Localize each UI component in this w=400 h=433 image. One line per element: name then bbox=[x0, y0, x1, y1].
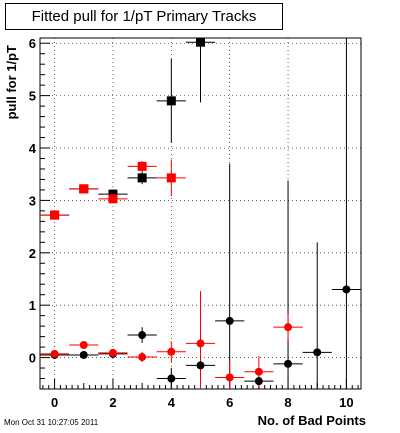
y-tick-label: 4 bbox=[29, 141, 37, 156]
y-tick-label: 6 bbox=[29, 36, 36, 51]
y-axis-label: pull for 1/pT bbox=[4, 45, 19, 119]
x-tick-label: 0 bbox=[51, 395, 58, 410]
data-point-square bbox=[108, 189, 118, 199]
data-point-circle bbox=[196, 361, 205, 370]
x-tick-label: 8 bbox=[284, 395, 291, 410]
data-point-circle bbox=[284, 359, 293, 368]
data-point-square bbox=[79, 184, 89, 194]
data-point-square bbox=[108, 194, 118, 204]
data-point-square bbox=[196, 37, 205, 47]
data-point-circle bbox=[138, 353, 147, 362]
data-point-circle bbox=[284, 323, 293, 332]
data-point-square bbox=[166, 173, 176, 183]
data-point-circle bbox=[79, 340, 88, 349]
x-tick-label: 2 bbox=[109, 395, 116, 410]
data-point-square bbox=[137, 173, 147, 183]
data-point-circle bbox=[225, 373, 234, 382]
data-point-circle bbox=[225, 316, 234, 325]
data-point-circle bbox=[108, 348, 117, 357]
chart-title: Fitted pull for 1/pT Primary Tracks bbox=[31, 8, 257, 25]
data-point-circle bbox=[254, 367, 263, 376]
data-point-circle bbox=[79, 350, 88, 359]
y-tick-label: 1 bbox=[29, 298, 36, 313]
x-tick-label: 10 bbox=[339, 395, 353, 410]
chart-title-box: Fitted pull for 1/pT Primary Tracks bbox=[5, 3, 283, 30]
data-point-square bbox=[137, 161, 147, 171]
data-markers bbox=[50, 37, 351, 386]
y-tick-label: 0 bbox=[29, 351, 36, 366]
error-bars bbox=[40, 38, 361, 389]
y-tick-label: 5 bbox=[29, 89, 36, 104]
data-point-circle bbox=[167, 347, 176, 356]
data-point-circle bbox=[342, 285, 351, 294]
data-point-circle bbox=[50, 349, 59, 358]
data-point-circle bbox=[138, 331, 147, 340]
x-axis-label: No. of Bad Points bbox=[258, 413, 366, 428]
data-point-circle bbox=[313, 348, 322, 357]
data-point-square bbox=[166, 96, 176, 106]
axes: 0 2 4 6 8 10 0 1 2 3 4 5 6 bbox=[29, 36, 359, 410]
data-point-circle bbox=[167, 374, 176, 383]
x-tick-label: 4 bbox=[168, 395, 176, 410]
y-tick-label: 2 bbox=[29, 246, 36, 261]
data-point-square bbox=[50, 210, 60, 220]
timestamp: Mon Oct 31 10:27:05 2011 bbox=[4, 418, 99, 427]
data-point-circle bbox=[254, 377, 263, 386]
y-tick-label: 3 bbox=[29, 193, 36, 208]
x-tick-label: 6 bbox=[226, 395, 233, 410]
data-point-circle bbox=[196, 339, 205, 348]
